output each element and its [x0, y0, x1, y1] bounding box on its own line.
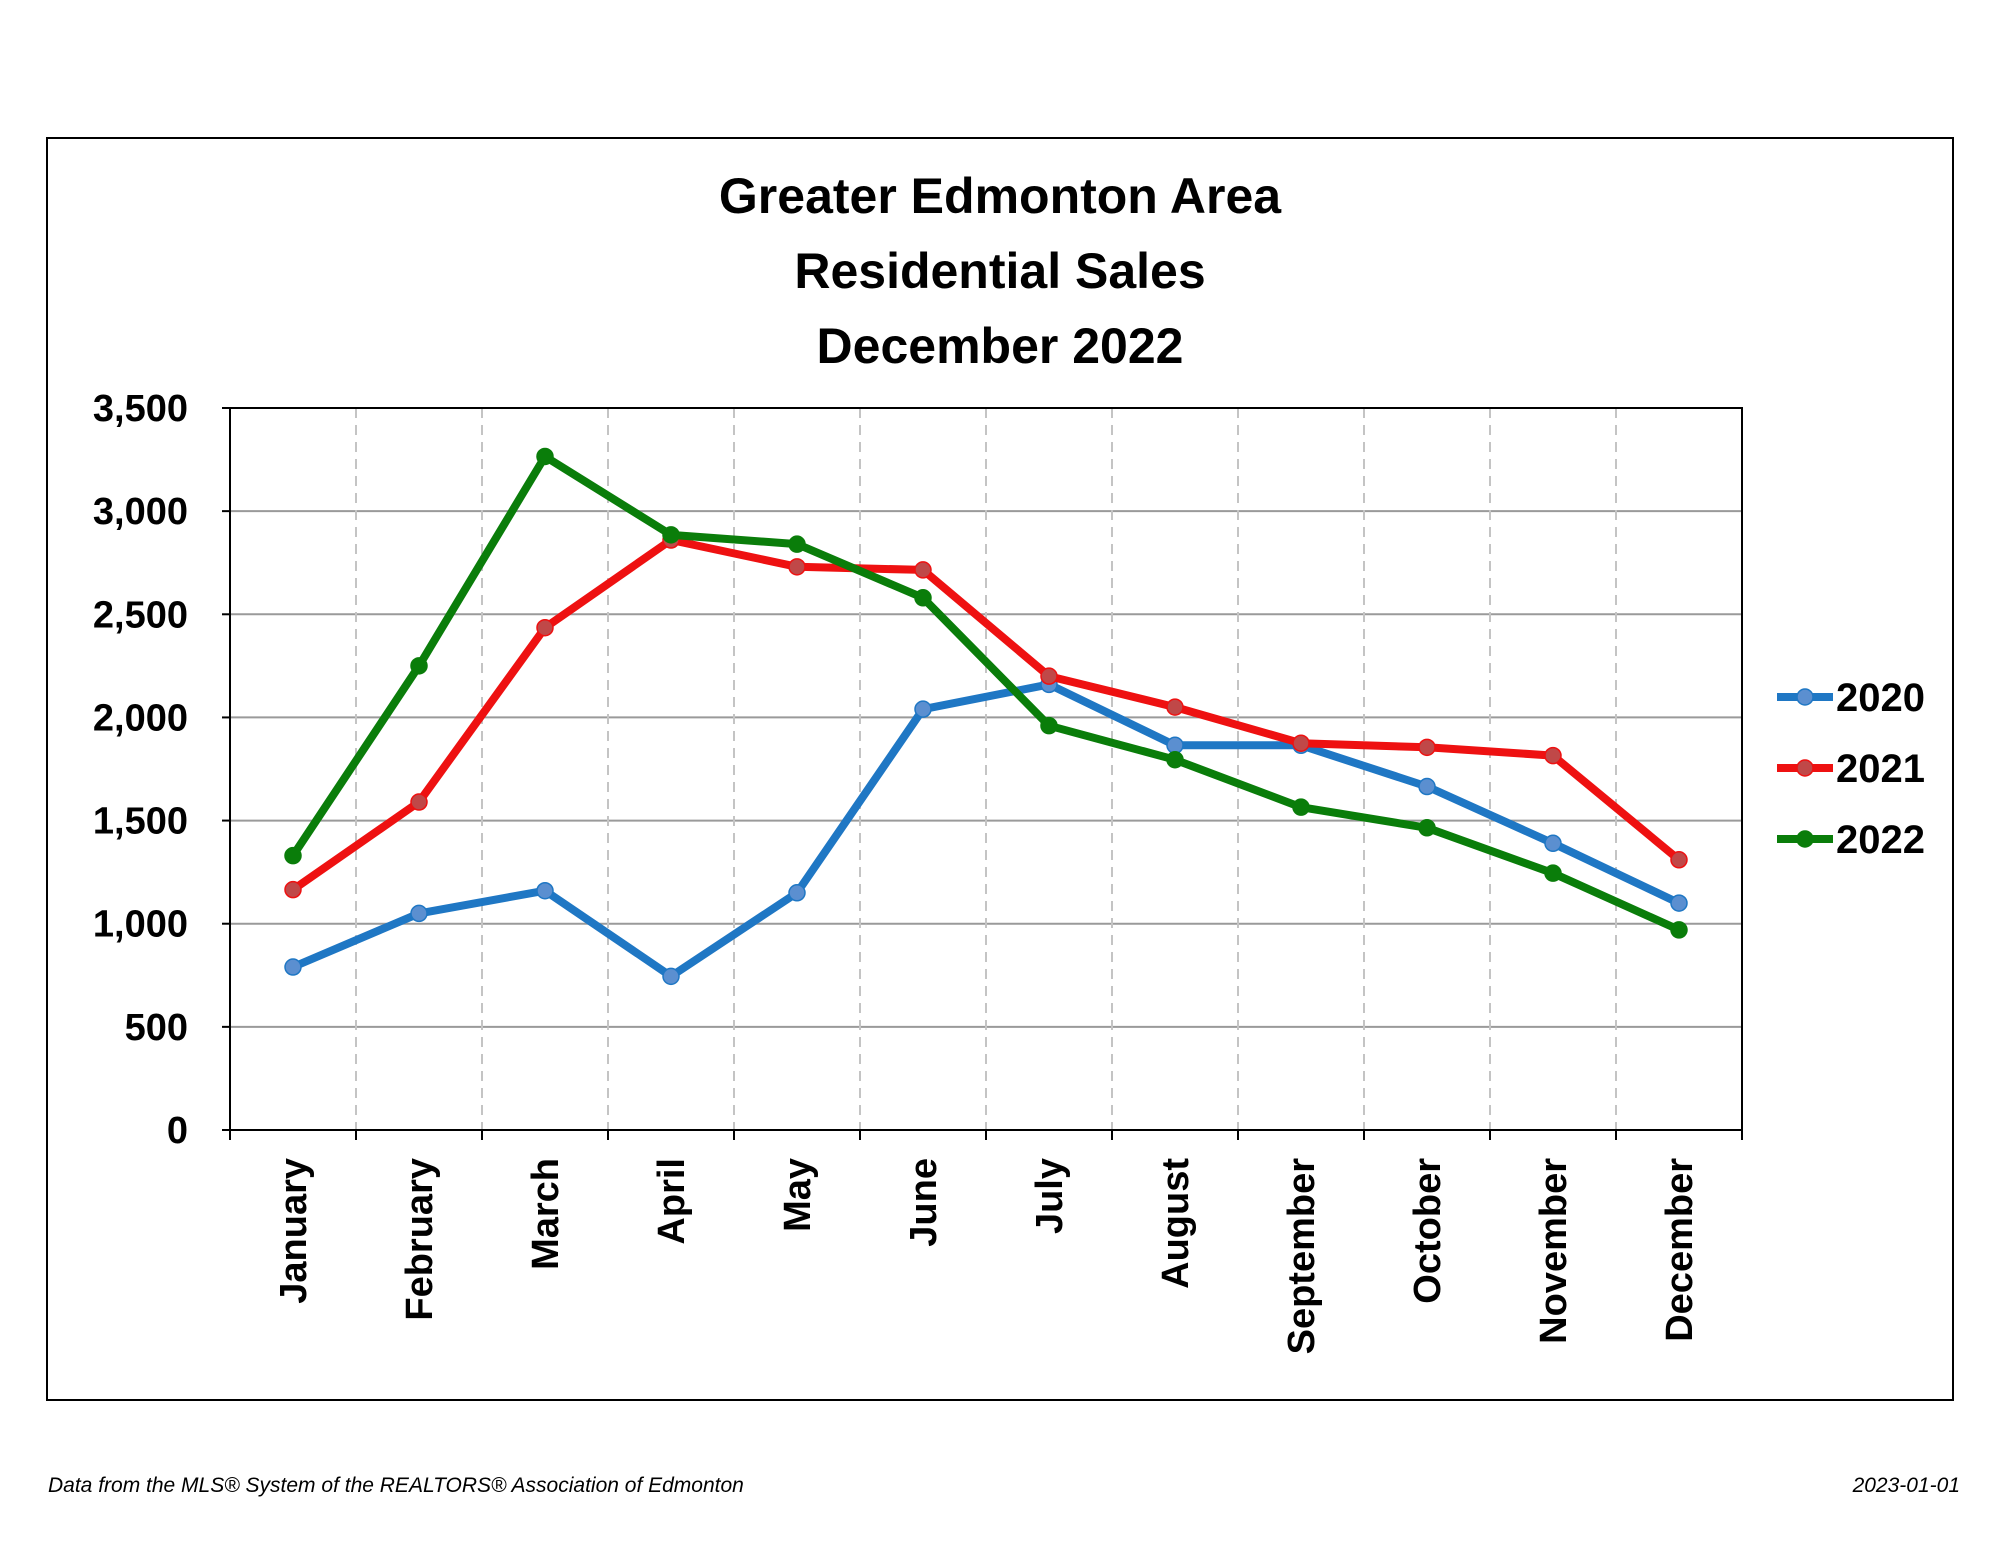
- data-point-2021: [410, 793, 428, 811]
- y-tick-label: 1,500: [93, 801, 188, 843]
- legend-label-2020: 2020: [1836, 676, 1925, 720]
- footer-date: 2023-01-01: [1852, 1474, 1960, 1497]
- y-axis: 0 500 1,000 1,500 2,000 2,500 3,000 3,500: [93, 388, 230, 1152]
- legend-marker-2021: [1796, 759, 1814, 777]
- data-point-2022: [1670, 921, 1688, 939]
- x-tick-label: September: [1281, 1158, 1323, 1355]
- footer-source: Data from the MLS® System of the REALTOR…: [48, 1474, 744, 1497]
- data-point-2020: [284, 958, 302, 976]
- series-line-2021: [289, 536, 1683, 894]
- data-point-2020: [1670, 894, 1688, 912]
- data-point-2021: [1166, 698, 1184, 716]
- y-tick-label: 3,000: [93, 491, 188, 533]
- data-point-2022: [1544, 864, 1562, 882]
- x-tick-label: March: [525, 1158, 567, 1270]
- x-tick-label: November: [1533, 1158, 1575, 1344]
- data-point-2020: [662, 967, 680, 986]
- data-point-2020: [914, 700, 932, 718]
- series-line-2020: [289, 680, 1683, 981]
- data-point-2021: [1670, 851, 1688, 869]
- y-tick-label: 2,500: [93, 594, 188, 636]
- title-line-0: Greater Edmonton Area: [719, 168, 1282, 224]
- data-point-2022: [1166, 750, 1184, 769]
- data-point-2020: [536, 881, 554, 900]
- data-point-2021: [914, 561, 932, 579]
- data-point-2022: [1040, 716, 1058, 735]
- data-point-2022: [1292, 798, 1310, 816]
- legend: 2020 2021 2022: [1777, 676, 1925, 862]
- data-point-2022: [410, 657, 428, 675]
- y-tick-label: 3,500: [93, 388, 188, 430]
- data-point-2021: [284, 880, 302, 899]
- data-point-2022: [788, 535, 806, 553]
- data-point-2022: [662, 526, 680, 544]
- x-tick-label: May: [777, 1158, 819, 1232]
- legend-marker-2022: [1796, 830, 1814, 848]
- x-tick-label: December: [1659, 1158, 1701, 1342]
- y-tick-label: 500: [125, 1007, 188, 1049]
- series-line-2022: [289, 452, 1683, 934]
- x-axis: January February March April May June July Augu…: [229, 1130, 1743, 1355]
- grid: [230, 408, 1742, 1130]
- series-lines: [284, 447, 1688, 986]
- data-point-2022: [536, 447, 554, 466]
- x-tick-label: August: [1155, 1158, 1197, 1289]
- title-line-1: Residential Sales: [794, 243, 1205, 299]
- data-point-2022: [284, 846, 302, 865]
- data-point-2020: [410, 904, 428, 923]
- data-point-2021: [1544, 746, 1562, 765]
- x-tick-label: July: [1029, 1158, 1071, 1234]
- data-point-2021: [788, 558, 806, 576]
- chart-title: Greater Edmonton Area Residential Sales De…: [719, 168, 1282, 374]
- data-point-2020: [1418, 777, 1436, 796]
- legend-label-2021: 2021: [1836, 747, 1925, 791]
- x-tick-label: October: [1407, 1158, 1449, 1304]
- x-tick-label: January: [273, 1158, 315, 1304]
- y-tick-label: 2,000: [93, 697, 188, 739]
- x-tick-label: February: [399, 1158, 441, 1321]
- y-tick-label: 0: [167, 1110, 188, 1152]
- legend-marker-2020: [1796, 688, 1814, 706]
- data-point-2022: [1418, 819, 1436, 837]
- data-point-2021: [536, 618, 554, 637]
- data-point-2021: [1418, 738, 1436, 757]
- y-tick-label: 1,000: [93, 904, 188, 946]
- x-tick-label: June: [903, 1158, 945, 1247]
- data-point-2021: [1292, 734, 1310, 752]
- data-point-2020: [1166, 736, 1184, 755]
- data-point-2020: [788, 884, 806, 902]
- legend-label-2022: 2022: [1836, 818, 1925, 862]
- x-tick-label: April: [651, 1158, 693, 1245]
- title-line-2: December 2022: [817, 318, 1184, 374]
- data-point-2021: [1040, 667, 1058, 685]
- data-point-2020: [1544, 834, 1562, 853]
- data-point-2022: [914, 589, 932, 607]
